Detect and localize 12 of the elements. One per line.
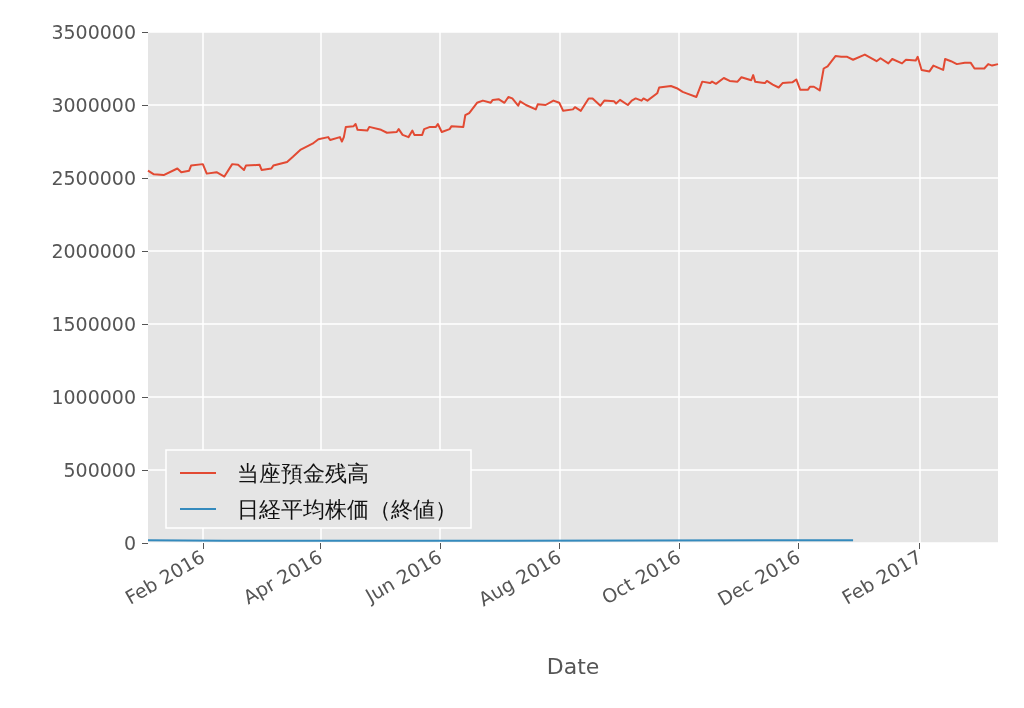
- line-series: [147, 53, 999, 178]
- legend-label: 日経平均株価（終値）: [237, 496, 457, 522]
- legend-label: 当座預金残高: [237, 460, 369, 486]
- y-tick-label: 2500000: [51, 167, 136, 189]
- y-tick-label: 1500000: [51, 313, 136, 335]
- y-tick-label: 0: [123, 532, 136, 554]
- x-axis-title: Date: [546, 653, 600, 679]
- y-tick-label: 500000: [63, 459, 136, 481]
- y-tick-label: 3000000: [51, 94, 136, 116]
- y-tick-label: 2000000: [51, 240, 136, 262]
- y-tick-label: 1000000: [51, 386, 136, 408]
- y-tick-label: 3500000: [51, 21, 136, 43]
